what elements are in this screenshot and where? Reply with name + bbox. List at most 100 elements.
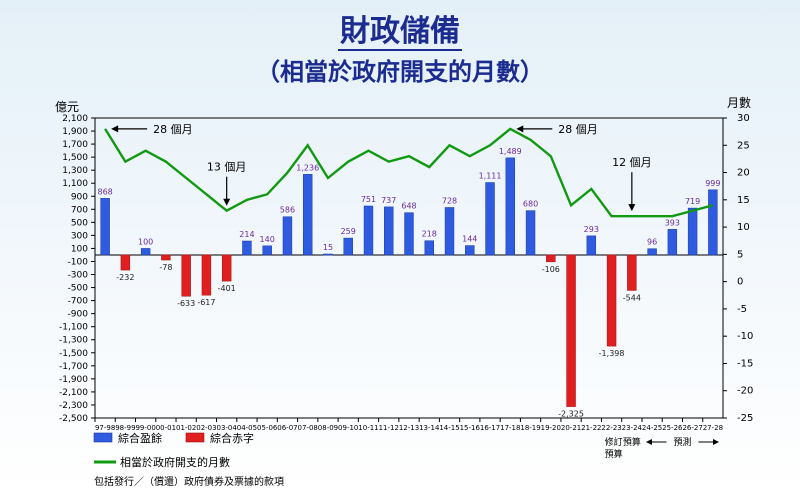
x-tick-label: 07-08 xyxy=(298,424,318,432)
bar-value-label: 393 xyxy=(665,218,680,227)
y-right-tick-label: 15 xyxy=(737,195,750,206)
bar-value-label: -633 xyxy=(177,299,195,308)
x-tick-label: 99-00 xyxy=(135,424,155,432)
surplus-bar xyxy=(465,245,475,256)
surplus-bar xyxy=(242,240,252,256)
y-right-tick-label: 10 xyxy=(737,222,750,233)
surplus-bar xyxy=(282,216,293,256)
x-tick-label: 17-18 xyxy=(500,424,520,432)
x-tick-label: 04-05 xyxy=(237,424,257,432)
y-left-tick-label: 1,900 xyxy=(62,127,88,137)
x-tick-label: 16-17 xyxy=(480,424,500,432)
annotation-text: 12 個月 xyxy=(612,156,652,169)
y-left-tick-label: 1,700 xyxy=(62,140,88,150)
bar-value-label: 586 xyxy=(280,206,295,215)
y-left-tick-label: -1,300 xyxy=(59,336,88,346)
bar-value-label: 1,489 xyxy=(499,147,522,156)
bar-value-label: -1,398 xyxy=(599,349,625,358)
deficit-bar xyxy=(221,254,232,282)
y-right-tick-label: 20 xyxy=(737,168,750,179)
y-right-tick-label: 25 xyxy=(737,140,750,151)
period-label-revised: 修訂 xyxy=(605,436,623,448)
forecast-span-arrowhead xyxy=(713,439,719,445)
surplus-bar xyxy=(384,206,394,256)
bar-value-label: 680 xyxy=(523,200,538,209)
x-tick-label: 11-12 xyxy=(379,424,399,432)
y-left-tick-label: 1,500 xyxy=(62,153,88,163)
bar-value-label: -78 xyxy=(159,263,172,272)
bar-value-label: 144 xyxy=(462,235,477,244)
x-tick-label: 02-03 xyxy=(196,424,216,432)
surplus-bar xyxy=(708,189,718,256)
bar-value-label: 293 xyxy=(584,225,599,234)
y-left-tick-label: -1,900 xyxy=(59,375,88,385)
x-tick-label: 09-10 xyxy=(338,424,358,432)
y-right-tick-label: -15 xyxy=(737,358,753,369)
y-left-tick-label: -1,700 xyxy=(59,362,88,372)
bar-value-label: 15 xyxy=(323,243,333,252)
surplus-bar xyxy=(303,174,313,256)
surplus-bar xyxy=(343,237,353,256)
x-tick-label: 23-24 xyxy=(622,424,643,432)
y-left-tick-label: 1,300 xyxy=(62,166,88,176)
bar-value-label: 999 xyxy=(705,179,720,188)
bar-value-label: 868 xyxy=(97,187,112,196)
surplus-bar xyxy=(140,248,151,256)
bar-value-label: 1,111 xyxy=(479,172,502,181)
y-left-tick-label: -300 xyxy=(68,271,89,281)
y-right-tick-label: -25 xyxy=(737,413,753,424)
annotation-text: 28 個月 xyxy=(558,123,598,136)
y-left-tick-label: 700 xyxy=(71,205,88,215)
months-line xyxy=(104,127,714,218)
y-left-tick-label: 2,100 xyxy=(62,114,88,124)
x-tick-label: 25-26 xyxy=(662,424,683,432)
y-left-tick-label: 900 xyxy=(71,192,88,202)
x-tick-label: 27-28 xyxy=(703,424,723,432)
y-left-tick-label: -2,300 xyxy=(59,401,88,411)
deficit-bar xyxy=(606,254,617,347)
period-label-budget: 預算 xyxy=(623,436,641,448)
x-tick-label: 05-06 xyxy=(257,424,278,432)
bar-value-label: 218 xyxy=(422,230,437,239)
page-title-text: 財政儲備 xyxy=(338,14,462,51)
y-left-tick-label: 500 xyxy=(71,218,88,228)
legend-swatch-surplus xyxy=(93,432,113,443)
surplus-bar xyxy=(525,210,536,256)
x-tick-label: 06-07 xyxy=(277,424,297,432)
surplus-bar xyxy=(586,235,597,256)
annotation-arrowhead xyxy=(111,125,119,133)
annotation-arrowhead xyxy=(628,204,636,212)
annotation-text: 28 個月 xyxy=(153,123,193,136)
annotation-arrowhead xyxy=(223,198,231,206)
x-tick-label: 21-22 xyxy=(581,424,601,432)
surplus-bar xyxy=(444,207,455,256)
bar-value-label: 728 xyxy=(442,196,457,205)
y-left-tick-label: -1,100 xyxy=(59,323,88,333)
legend-label-months: 相當於政府開支的月數 xyxy=(120,455,230,469)
period-label-forecast: 預測 xyxy=(673,436,691,448)
x-tick-label: 01-02 xyxy=(176,424,196,432)
x-tick-label: 19-20 xyxy=(541,424,561,432)
bar-value-label: 214 xyxy=(239,230,254,239)
y-left-tick-label: 1,100 xyxy=(62,179,88,189)
x-tick-label: 22-23 xyxy=(601,424,621,432)
bar-value-label: -544 xyxy=(623,293,641,302)
y-left-tick-label: -900 xyxy=(68,310,89,320)
annotation-text: 13 個月 xyxy=(207,161,247,174)
y-left-tick-label: -1,500 xyxy=(59,349,88,359)
bar-value-label: -232 xyxy=(116,273,134,282)
y-right-tick-label: 5 xyxy=(737,249,743,260)
bar-value-label: -106 xyxy=(542,265,560,274)
bar-value-label: 96 xyxy=(647,238,657,247)
deficit-bar xyxy=(161,254,171,261)
deficit-bar xyxy=(566,254,576,407)
x-tick-label: 20-21 xyxy=(561,424,581,432)
legend-swatch-deficit xyxy=(185,432,205,443)
page-title: 財政儲備 xyxy=(0,6,800,51)
forecast-span-arrowhead xyxy=(645,439,652,445)
y-left-tick-label: -2,100 xyxy=(59,388,88,398)
x-tick-label: 18-19 xyxy=(520,424,540,432)
period-label-revised: 預算 xyxy=(605,448,623,460)
bar-value-label: 737 xyxy=(381,196,396,205)
surplus-bar xyxy=(100,198,110,256)
